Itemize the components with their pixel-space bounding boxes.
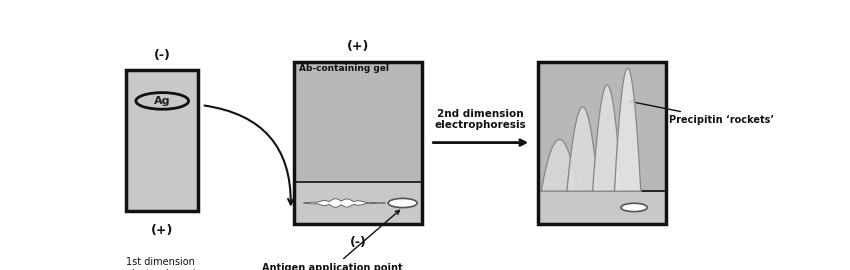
Polygon shape: [567, 107, 598, 191]
Bar: [126, 70, 199, 211]
Text: (-): (-): [154, 49, 171, 62]
Text: (+): (+): [347, 40, 370, 53]
Polygon shape: [615, 68, 641, 191]
Text: Ag: Ag: [154, 96, 171, 106]
Circle shape: [388, 198, 417, 208]
Text: (+): (+): [151, 224, 173, 237]
Bar: [538, 191, 666, 224]
Bar: [538, 62, 666, 224]
Text: Antigen application point: Antigen application point: [262, 210, 403, 270]
Bar: [294, 62, 422, 182]
Polygon shape: [541, 139, 578, 191]
Bar: [294, 182, 422, 224]
Text: Ab-containing gel: Ab-containing gel: [299, 63, 389, 73]
Polygon shape: [304, 199, 385, 207]
Circle shape: [136, 93, 189, 109]
FancyArrowPatch shape: [205, 106, 293, 204]
Bar: [294, 62, 422, 224]
Bar: [538, 62, 666, 191]
Text: (-): (-): [350, 236, 366, 249]
Text: 1st dimension
electrophoresis: 1st dimension electrophoresis: [126, 257, 201, 270]
Text: 2nd dimension
electrophoresis: 2nd dimension electrophoresis: [435, 109, 527, 130]
Circle shape: [620, 203, 647, 212]
Text: Precipitin ‘rockets’: Precipitin ‘rockets’: [629, 100, 774, 125]
Polygon shape: [592, 85, 621, 191]
